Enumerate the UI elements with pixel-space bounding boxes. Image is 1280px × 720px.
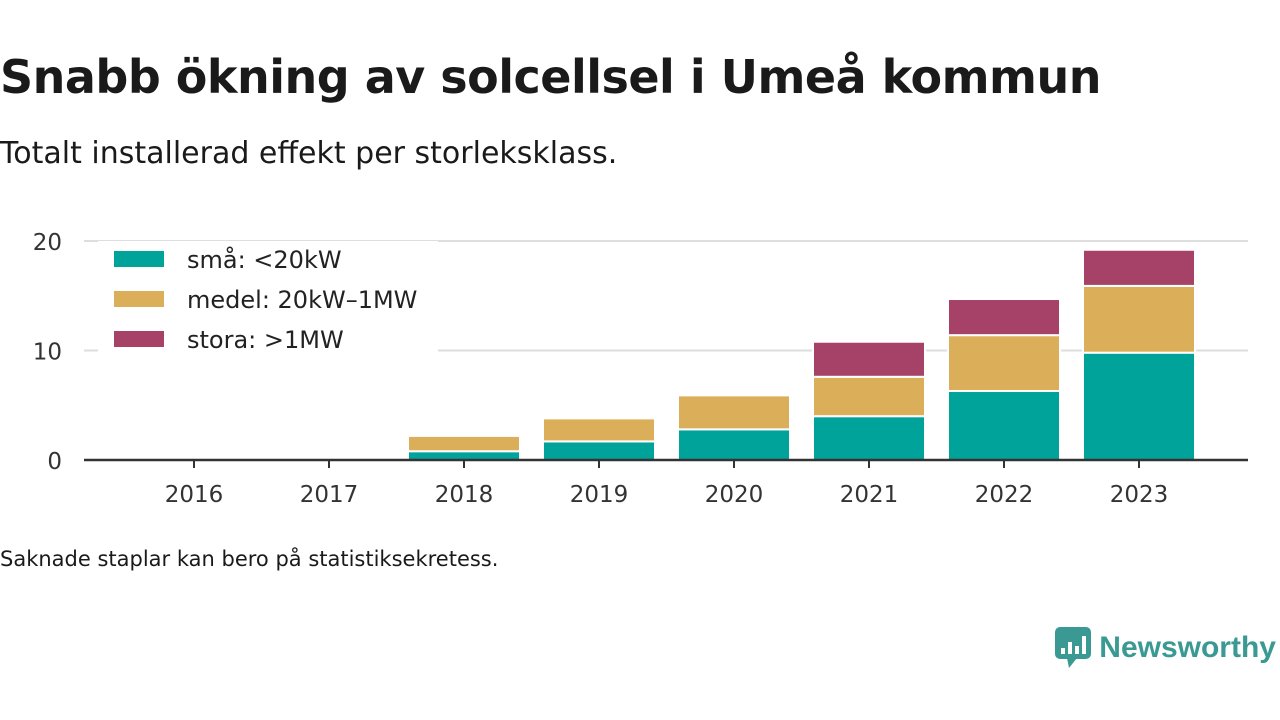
legend-swatch — [114, 251, 164, 267]
chart-subtitle: Totalt installerad effekt per storlekskl… — [0, 136, 618, 171]
bar-segment-medium — [812, 375, 926, 418]
bar-segment-medium — [542, 417, 656, 443]
y-tick-label: 0 — [47, 449, 62, 475]
x-tick-label: 2022 — [975, 482, 1034, 508]
bar-segment-small — [542, 440, 656, 461]
bar-segment-medium — [407, 434, 521, 453]
bar-segment-small — [947, 390, 1061, 461]
bar-segment-small — [677, 428, 791, 461]
x-tick-label: 2020 — [705, 482, 764, 508]
footnote: Saknade staplar kan bero på statistiksek… — [0, 547, 499, 571]
legend-label: medel: 20kW–1MW — [187, 286, 417, 314]
bar-segment-large — [1082, 248, 1196, 287]
bar-segment-large — [812, 340, 926, 378]
x-tick-label: 2023 — [1110, 482, 1169, 508]
x-tick-label: 2021 — [840, 482, 899, 508]
x-tick-label: 2018 — [435, 482, 494, 508]
legend-label: små: <20kW — [187, 245, 342, 274]
bar-segment-large — [947, 298, 1061, 337]
chart-title: Snabb ökning av solcellsel i Umeå kommun — [0, 50, 1101, 104]
bar-segment-small — [812, 415, 926, 461]
y-tick-label: 10 — [33, 340, 62, 366]
legend-label: stora: >1MW — [187, 326, 344, 354]
x-tick-label: 2016 — [165, 482, 224, 508]
x-tick-label: 2019 — [570, 482, 629, 508]
brand-name: Newsworthy — [1099, 631, 1276, 664]
newsworthy-logo: Newsworthy — [1055, 627, 1276, 669]
bar-segment-small — [407, 450, 521, 462]
bar-segment-medium — [947, 334, 1061, 393]
bar-segment-medium — [1082, 284, 1196, 354]
bar-segment-small — [1082, 351, 1196, 461]
y-tick-label: 20 — [33, 230, 62, 256]
legend-swatch — [114, 291, 164, 307]
legend-swatch — [114, 331, 164, 347]
stacked-bar-chart: 0 10 20 2016 2017 2018 2019 2020 2021 2022 2023 sm… — [33, 230, 1248, 508]
x-tick-label: 2017 — [300, 482, 359, 508]
bar-segment-medium — [677, 394, 791, 431]
chart-bubble-icon — [1055, 627, 1092, 668]
